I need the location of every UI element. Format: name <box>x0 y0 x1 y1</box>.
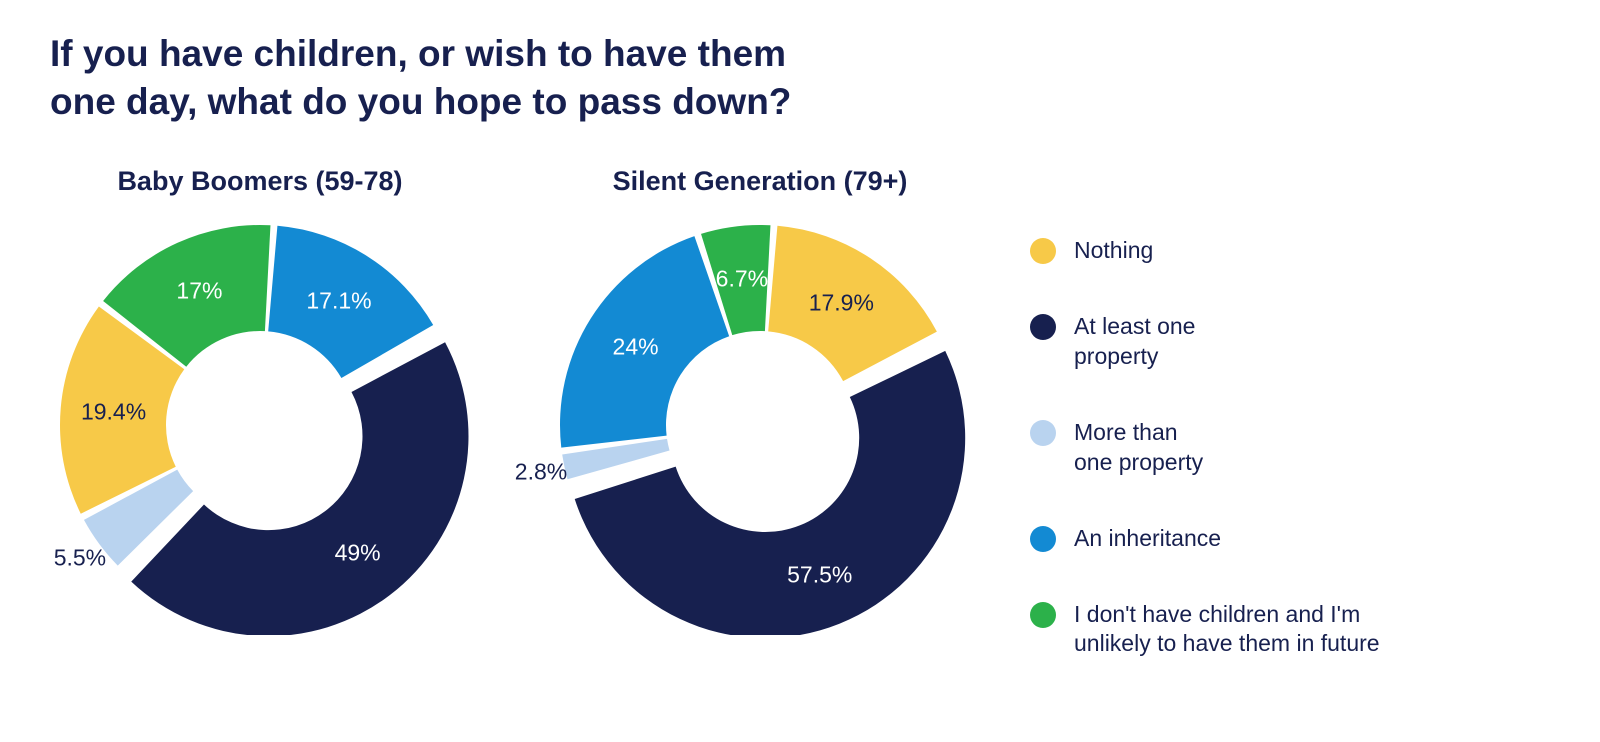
title-line-2: one day, what do you hope to pass down? <box>50 81 791 122</box>
content-row: Baby Boomers (59-78) 17.1%49%5.5%19.4%17%… <box>50 166 1550 659</box>
legend-label: I don't have children and I'munlikely to… <box>1074 600 1380 660</box>
chart-title: Baby Boomers (59-78) <box>117 166 402 197</box>
legend-label: More thanone property <box>1074 418 1203 478</box>
donut-slice-inheritance <box>560 236 729 448</box>
legend-swatch <box>1030 314 1056 340</box>
legend-item: More thanone property <box>1030 418 1380 478</box>
legend-item: I don't have children and I'munlikely to… <box>1030 600 1380 660</box>
legend-swatch <box>1030 238 1056 264</box>
legend-label: At least oneproperty <box>1074 312 1195 372</box>
charts-container: Baby Boomers (59-78) 17.1%49%5.5%19.4%17%… <box>50 166 970 635</box>
legend-item: At least oneproperty <box>1030 312 1380 372</box>
donut-chart: 17.9%57.5%2.8%24%6.7% <box>550 215 970 635</box>
legend: Nothing At least oneproperty More thanone … <box>1030 236 1380 659</box>
chart-block: Baby Boomers (59-78) 17.1%49%5.5%19.4%17% <box>50 166 470 635</box>
title-line-1: If you have children, or wish to have th… <box>50 33 786 74</box>
donut-slice-nothing <box>768 226 937 381</box>
legend-swatch <box>1030 420 1056 446</box>
legend-label: An inheritance <box>1074 524 1221 554</box>
legend-item: Nothing <box>1030 236 1380 266</box>
chart-block: Silent Generation (79+) 17.9%57.5%2.8%24%… <box>550 166 970 635</box>
donut-chart: 17.1%49%5.5%19.4%17% <box>50 215 470 635</box>
donut-slice-inheritance <box>268 226 433 378</box>
legend-label: Nothing <box>1074 236 1153 266</box>
legend-item: An inheritance <box>1030 524 1380 554</box>
chart-title: Silent Generation (79+) <box>613 166 908 197</box>
legend-swatch <box>1030 602 1056 628</box>
legend-swatch <box>1030 526 1056 552</box>
page-title: If you have children, or wish to have th… <box>50 30 1550 126</box>
